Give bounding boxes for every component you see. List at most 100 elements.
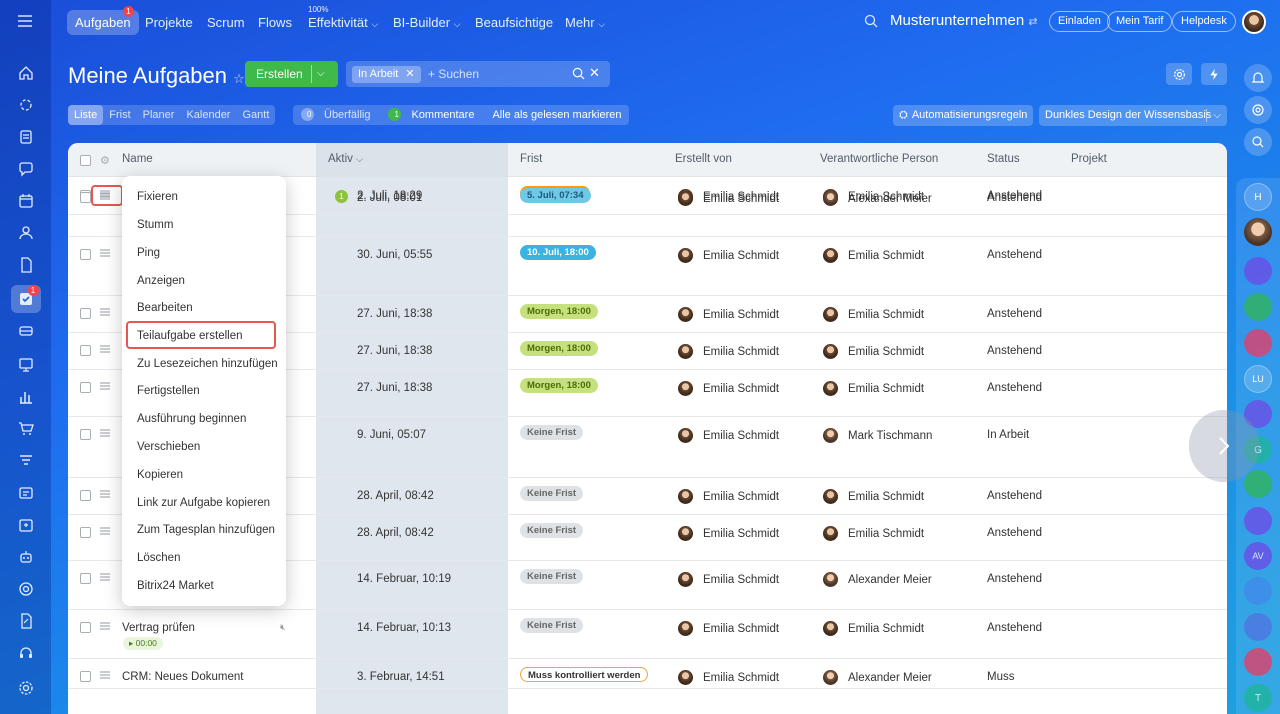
context-menu-item-5[interactable]: Bearbeiten: [137, 302, 193, 314]
deadline-badge[interactable]: Morgen, 18:00: [520, 378, 598, 393]
contact-avatar-h[interactable]: H: [1244, 183, 1272, 211]
select-all-checkbox[interactable]: [80, 155, 91, 166]
view-tab-kalender[interactable]: Kalender: [186, 109, 231, 121]
mark-all-read-link[interactable]: Alle als gelesen markieren: [492, 109, 622, 121]
contact-avatar-g[interactable]: G: [1244, 436, 1272, 464]
contact-avatar-lu[interactable]: LU: [1244, 365, 1272, 393]
row-checkbox[interactable]: [80, 308, 91, 319]
column-projekt[interactable]: Projekt: [1071, 153, 1107, 165]
headset-icon[interactable]: [0, 637, 51, 669]
group-chat-icon[interactable]: [1244, 257, 1272, 285]
lightning-icon[interactable]: [1201, 63, 1227, 85]
context-menu-item-8[interactable]: Fertigstellen: [137, 385, 200, 397]
responsible-person[interactable]: Alexander Meier: [823, 191, 932, 206]
creator[interactable]: Emilia Schmidt: [678, 526, 779, 541]
responsible-person[interactable]: Emilia Schmidt: [823, 248, 924, 263]
responsible-person[interactable]: Emilia Schmidt: [823, 489, 924, 504]
row-menu-hamburger-icon[interactable]: [99, 427, 111, 439]
row-checkbox[interactable]: [80, 345, 91, 356]
responsible-person[interactable]: Emilia Schmidt: [823, 307, 924, 322]
column-frist[interactable]: Frist: [520, 153, 543, 165]
chat-bubble-icon[interactable]: [1244, 577, 1272, 605]
creator[interactable]: Emilia Schmidt: [678, 428, 779, 443]
lock-chat-icon[interactable]: [1244, 648, 1272, 676]
search-input[interactable]: + Suchen: [428, 67, 480, 81]
tab-flows[interactable]: Flows: [258, 15, 292, 30]
row-menu-hamburger-icon[interactable]: [99, 190, 111, 202]
table-row[interactable]: CRM: Neues Dokument 3. Februar, 14:51 Muss…: [68, 659, 1227, 689]
creator[interactable]: Emilia Schmidt: [678, 572, 779, 587]
context-menu-item-15[interactable]: Bitrix24 Market: [137, 580, 214, 592]
presentation-chat-icon[interactable]: [1244, 613, 1272, 641]
pin-icon[interactable]: ☆: [233, 71, 245, 86]
close-icon[interactable]: ✕: [405, 68, 415, 80]
search-chat-icon[interactable]: [1244, 128, 1272, 156]
context-menu-item-12[interactable]: Link zur Aufgabe kopieren: [137, 497, 270, 509]
helpdesk-button[interactable]: Helpdesk: [1172, 11, 1236, 32]
view-tab-planer[interactable]: Planer: [142, 109, 175, 121]
filter-chip[interactable]: In Arbeit ✕: [352, 66, 421, 83]
tab-bi-builder[interactable]: BI-Builder ⌵: [393, 15, 461, 30]
feed-icon[interactable]: [0, 121, 51, 153]
funnel-icon[interactable]: [0, 445, 51, 477]
search-icon[interactable]: [864, 14, 878, 28]
company-name[interactable]: Musterunternehmen ⇄: [890, 12, 1038, 29]
settings-gear-icon[interactable]: [0, 672, 51, 704]
creator[interactable]: Emilia Schmidt: [678, 670, 779, 685]
activity-icon[interactable]: [1244, 96, 1272, 124]
comments-counter[interactable]: 1 Kommentare: [382, 105, 486, 125]
deadline-badge[interactable]: 5. Juli, 07:34: [520, 188, 591, 203]
row-menu-hamburger-icon[interactable]: [99, 571, 111, 583]
users-icon[interactable]: [0, 217, 51, 249]
responsible-person[interactable]: Emilia Schmidt: [823, 344, 924, 359]
presentation-icon[interactable]: [0, 349, 51, 381]
calendar-icon[interactable]: [0, 185, 51, 217]
contact-avatar-t[interactable]: T: [1244, 684, 1272, 712]
row-checkbox[interactable]: [80, 192, 91, 203]
target-icon[interactable]: [0, 573, 51, 605]
table-row[interactable]: 27. Juni, 18:38 Morgen, 18:00 Emilia Schmi…: [68, 296, 1227, 333]
table-row[interactable]: Vertrag prüfen ▸ 00:00 🔇︎ 14. Februar, 10:1…: [68, 610, 1227, 659]
context-menu-item-2[interactable]: Stumm: [137, 219, 174, 231]
column-status[interactable]: Status: [987, 153, 1020, 165]
lock-chat-icon[interactable]: [1244, 470, 1272, 498]
table-row[interactable]: 2. Juli, 08:01 5. Juli, 07:34 Emilia Schmi…: [68, 180, 1227, 237]
robot-icon[interactable]: [0, 541, 51, 573]
row-menu-hamburger-icon[interactable]: [99, 247, 111, 259]
context-menu-item-3[interactable]: Ping: [137, 247, 161, 259]
creator[interactable]: Emilia Schmidt: [678, 307, 779, 322]
overdue-counter[interactable]: 0 Überfällig: [295, 105, 382, 125]
lock-chat-icon[interactable]: [1244, 329, 1272, 357]
table-row[interactable]: 28. April, 08:42 Keine Frist Emilia Schmid…: [68, 515, 1227, 561]
sign-icon[interactable]: [0, 605, 51, 637]
responsible-person[interactable]: Alexander Meier: [823, 572, 932, 587]
creator[interactable]: Emilia Schmidt: [678, 248, 779, 263]
row-checkbox[interactable]: [80, 429, 91, 440]
notifications-bell-icon[interactable]: [1244, 64, 1272, 92]
row-menu-hamburger-icon[interactable]: [99, 343, 111, 355]
group-chat-icon[interactable]: [1244, 400, 1272, 428]
hamburger-menu-icon[interactable]: [16, 12, 34, 30]
documents-icon[interactable]: [0, 249, 51, 281]
row-menu-hamburger-icon[interactable]: [99, 380, 111, 392]
settings-gear-icon[interactable]: [1166, 63, 1192, 85]
responsible-person[interactable]: Alexander Meier: [823, 670, 932, 685]
table-row[interactable]: 27. Juni, 18:38 Morgen, 18:00 Emilia Schmi…: [68, 333, 1227, 370]
deadline-badge[interactable]: Morgen, 18:00: [520, 304, 598, 319]
row-menu-hamburger-icon[interactable]: [99, 620, 111, 632]
context-menu-item-6[interactable]: Teilaufgabe erstellen: [137, 330, 243, 342]
crm-icon[interactable]: [0, 315, 51, 347]
row-menu-hamburger-icon[interactable]: [99, 306, 111, 318]
deadline-badge[interactable]: Keine Frist: [520, 523, 584, 538]
creator[interactable]: Emilia Schmidt: [678, 621, 779, 636]
tab-beaufsichtige[interactable]: Beaufsichtige: [475, 15, 554, 30]
table-row[interactable]: 30. Juni, 05:55 10. Juli, 18:00 Emilia Sch…: [68, 237, 1227, 296]
column-verantwortliche-person[interactable]: Verantwortliche Person: [820, 153, 939, 165]
table-row[interactable]: 28. April, 08:42 Keine Frist Emilia Schmid…: [68, 478, 1227, 515]
home-icon[interactable]: [0, 57, 51, 89]
column-erstellt-von[interactable]: Erstellt von: [675, 153, 732, 165]
create-button[interactable]: Erstellen ⌵: [245, 61, 338, 87]
context-menu-item-1[interactable]: Fixieren: [137, 191, 178, 203]
row-checkbox[interactable]: [80, 249, 91, 260]
table-row[interactable]: 9. Juni, 05:07 Keine Frist Emilia Schmidt M…: [68, 417, 1227, 478]
